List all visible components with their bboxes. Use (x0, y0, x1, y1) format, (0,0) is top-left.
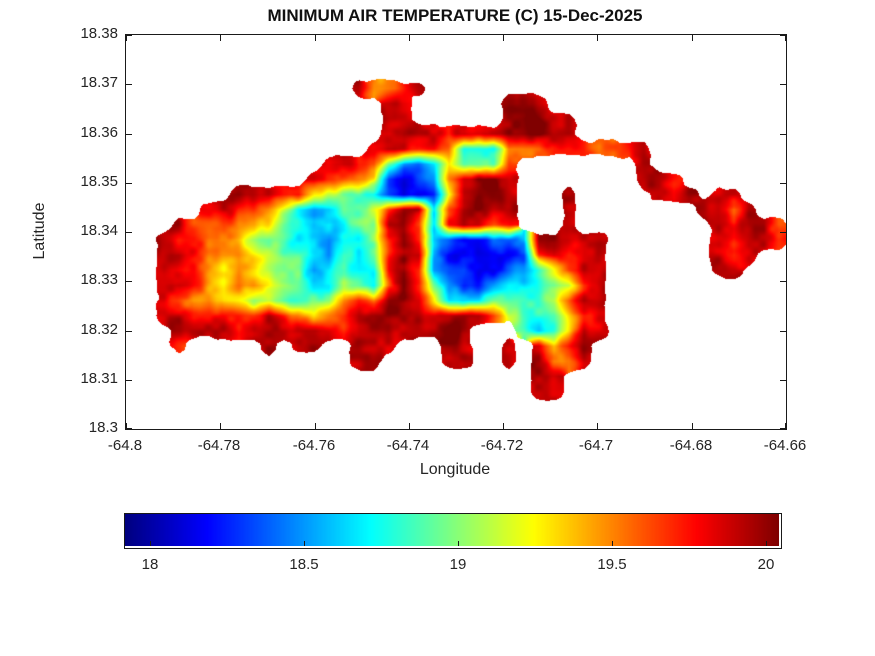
colorbar-tick-mark (612, 541, 613, 546)
y-axis-tick-mark (126, 428, 132, 429)
colorbar-tick-mark (458, 541, 459, 546)
x-tick-label: -64.7 (578, 437, 614, 454)
y-axis-tick-mark (126, 380, 132, 381)
colorbar-tick-label: 18.5 (289, 556, 319, 573)
y-axis-label: Latitude (31, 202, 48, 260)
y-axis-tick-mark (780, 232, 786, 233)
colorbar-tick-label: 19.5 (597, 556, 627, 573)
colorbar (124, 513, 782, 549)
x-axis-label: Longitude (419, 461, 491, 478)
colorbar-tick-label: 18 (141, 556, 159, 573)
x-tick-label: -64.78 (197, 437, 241, 454)
temperature-map-canvas (126, 35, 786, 429)
x-tick-label: -64.66 (763, 437, 807, 454)
x-tick-label: -64.74 (386, 437, 430, 454)
y-tick-label: 18.38 (80, 25, 118, 42)
y-axis-tick-mark (126, 281, 132, 282)
x-axis-tick-mark (220, 423, 221, 429)
chart-title: MINIMUM AIR TEMPERATURE (C) 15-Dec-2025 (267, 6, 643, 25)
x-axis-tick-mark (692, 35, 693, 41)
x-axis-tick-mark (785, 35, 786, 41)
y-tick-label: 18.35 (80, 173, 118, 190)
x-axis-tick-mark (315, 423, 316, 429)
y-tick-label: 18.36 (80, 124, 118, 141)
x-axis-tick-mark (409, 423, 410, 429)
y-axis-tick-mark (126, 84, 132, 85)
y-axis-tick-mark (780, 380, 786, 381)
x-axis-tick-mark (785, 423, 786, 429)
x-tick-label: -64.8 (107, 437, 143, 454)
x-axis-tick-mark (126, 35, 127, 41)
y-tick-label: 18.3 (88, 419, 118, 436)
plot-area (125, 34, 787, 430)
colorbar-tick-mark (766, 541, 767, 546)
x-axis-tick-mark (315, 35, 316, 41)
y-axis-tick-mark (780, 331, 786, 332)
y-axis-tick-mark (780, 281, 786, 282)
y-axis-tick-mark (126, 134, 132, 135)
y-tick-label: 18.31 (80, 370, 118, 387)
y-axis-tick-mark (780, 428, 786, 429)
x-axis-tick-mark (597, 423, 598, 429)
x-axis-tick-mark (503, 35, 504, 41)
y-axis-tick-mark (126, 35, 132, 36)
y-axis-tick-mark (126, 232, 132, 233)
y-tick-label: 18.32 (80, 321, 118, 338)
y-axis-tick-mark (780, 183, 786, 184)
y-axis-tick-mark (780, 84, 786, 85)
y-axis-tick-mark (780, 134, 786, 135)
x-axis-tick-mark (126, 423, 127, 429)
y-tick-label: 18.34 (80, 222, 118, 239)
colorbar-canvas (125, 514, 779, 546)
x-axis-tick-mark (503, 423, 504, 429)
colorbar-tick-mark (150, 541, 151, 546)
x-axis-tick-mark (692, 423, 693, 429)
x-axis-tick-mark (597, 35, 598, 41)
colorbar-tick-label: 19 (449, 556, 467, 573)
y-axis-tick-mark (780, 35, 786, 36)
x-tick-label: -64.72 (480, 437, 524, 454)
colorbar-tick-label: 20 (757, 556, 775, 573)
y-axis-tick-mark (126, 183, 132, 184)
x-tick-label: -64.68 (669, 437, 713, 454)
y-tick-label: 18.33 (80, 271, 118, 288)
y-axis-tick-mark (126, 331, 132, 332)
x-tick-label: -64.76 (292, 437, 336, 454)
y-tick-label: 18.37 (80, 74, 118, 91)
x-axis-tick-mark (409, 35, 410, 41)
x-axis-tick-mark (220, 35, 221, 41)
colorbar-tick-mark (304, 541, 305, 546)
